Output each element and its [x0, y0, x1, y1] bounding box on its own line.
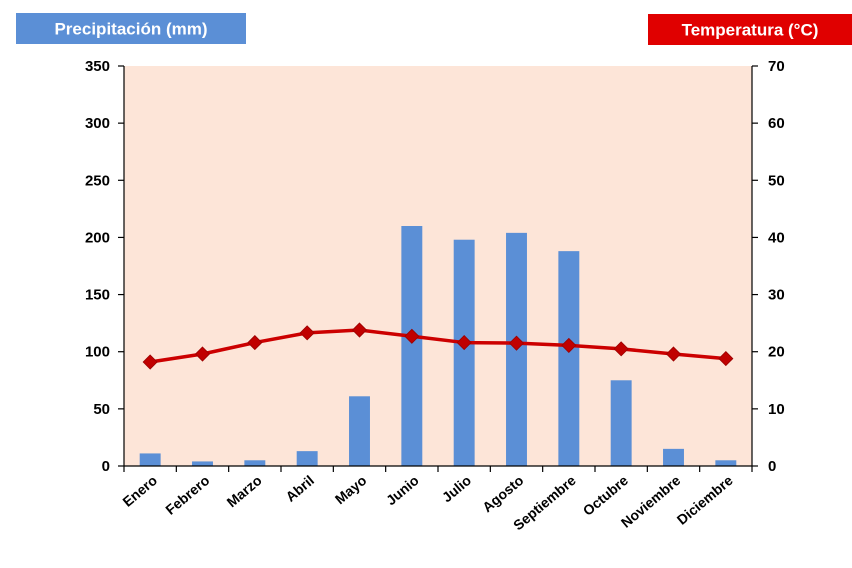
month-label: Diciembre: [674, 472, 736, 528]
precipitation-bar: [558, 251, 580, 466]
temperature-marker: [404, 328, 420, 344]
month-label: Marzo: [223, 472, 264, 510]
right-tick-label: 20: [768, 344, 785, 361]
plot-area: [124, 66, 752, 466]
precipitation-bar: [610, 380, 632, 466]
temperature-marker: [665, 346, 682, 362]
precipitation-bar: [453, 239, 475, 466]
precipitation-axis-badge: Precipitación (mm): [16, 13, 246, 44]
right-tick-label: 40: [768, 229, 785, 246]
precipitation-bars: [139, 226, 737, 466]
month-label: Agosto: [479, 472, 526, 515]
month-label: Abril: [282, 472, 317, 505]
left-tick-label: 50: [93, 401, 110, 418]
precipitation-bar: [192, 461, 213, 466]
temperature-marker: [561, 337, 577, 353]
right-axis-ticks: 0 10 20 30 40 50 60 70: [752, 58, 785, 475]
temperature-badge-bg: [648, 14, 852, 45]
month-label: Octubre: [580, 472, 632, 519]
temperature-axis-badge: Temperatura (°C): [648, 14, 852, 45]
month-label: Junio: [383, 472, 422, 508]
temperature-marker: [613, 341, 629, 357]
precipitation-bar: [244, 460, 266, 466]
month-label: Enero: [119, 472, 160, 510]
temperature-marker: [299, 325, 315, 341]
month-labels: Enero Febrero Marzo Abril Mayo Junio Julio Agos…: [119, 466, 753, 533]
precipitation-bar: [663, 448, 684, 466]
temperature-marker: [351, 322, 368, 338]
left-tick-label: 300: [85, 115, 110, 132]
temperature-marker: [194, 346, 211, 362]
temperature-marker: [718, 351, 734, 367]
month-label: Febrero: [162, 472, 212, 518]
temperature-series: [142, 322, 734, 370]
temperature-marker: [456, 335, 472, 351]
right-tick-label: 60: [768, 115, 785, 132]
temperature-marker: [142, 354, 158, 370]
month-label: Mayo: [332, 472, 370, 507]
left-tick-label: 350: [85, 58, 110, 75]
left-axis-ticks: 0 50 100 150 200 250 300 350: [85, 58, 124, 475]
month-label: Julio: [439, 472, 474, 505]
left-tick-label: 100: [85, 344, 110, 361]
left-tick-label: 0: [102, 458, 110, 475]
precipitation-bar: [715, 460, 737, 466]
precipitation-badge-bg: [16, 13, 246, 44]
right-tick-label: 0: [768, 458, 776, 475]
right-tick-label: 70: [768, 58, 785, 75]
precipitation-bar: [349, 396, 370, 466]
temperature-line: [149, 328, 726, 364]
precipitation-bar: [139, 453, 161, 466]
left-tick-label: 250: [85, 172, 110, 189]
right-tick-label: 10: [768, 401, 785, 418]
precipitation-bar: [401, 226, 423, 466]
left-tick-label: 200: [85, 229, 110, 246]
left-tick-label: 150: [85, 287, 110, 304]
right-tick-label: 50: [768, 172, 785, 189]
temperature-marker: [508, 335, 525, 351]
precipitation-axis-title: Precipitación (mm): [54, 20, 207, 39]
precipitation-bar: [296, 451, 318, 466]
temperature-axis-title: Temperatura (°C): [682, 21, 819, 40]
temperature-marker: [247, 335, 263, 351]
right-tick-label: 30: [768, 287, 785, 304]
